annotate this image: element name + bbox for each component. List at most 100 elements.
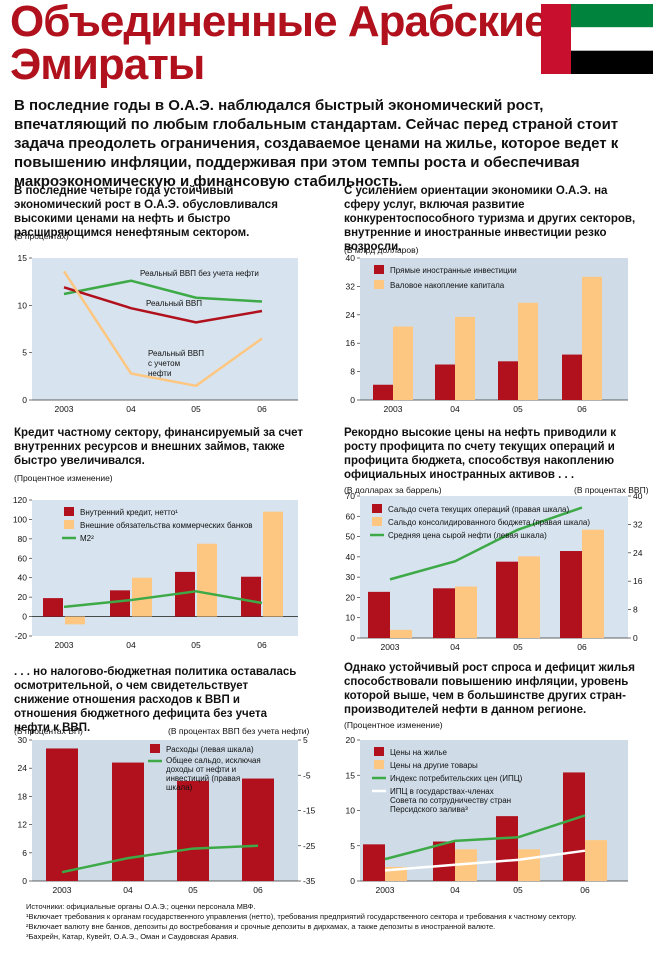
footnotes: Источники: официальные органы О.А.Э.; оц… (26, 902, 646, 942)
caption-4: Рекордно высокие цены на нефть приводили… (344, 427, 616, 481)
c3-legend-label-2: M2² (80, 534, 94, 543)
c3-ytick-label-left-7: 120 (13, 495, 27, 505)
c4-ytick-label-left-1: 10 (346, 613, 356, 623)
c3-ytick-label-left-0: -20 (15, 631, 28, 641)
c4-bar-s0-1 (433, 588, 455, 638)
c5-ytick-label-right-0: -35 (303, 876, 316, 886)
c4-bar-s1-1 (455, 586, 477, 638)
c2-ytick-label-left-2: 16 (346, 338, 356, 348)
c5-bar-s0-0 (46, 748, 78, 881)
title-line-2: Эмираты (10, 40, 205, 89)
c2-xtick-label-1: 04 (450, 404, 460, 414)
c1-line-s0 (63, 279, 263, 303)
c3-bar-s0-2 (175, 571, 195, 617)
c6-line-s3 (384, 849, 586, 872)
caption-3: Кредит частному сектору, финансируемый з… (14, 427, 303, 467)
c3-ytick-label-left-3: 40 (18, 573, 28, 583)
c4-ytick-label-right-3: 24 (633, 548, 643, 558)
c6-legend-swatch-1 (374, 760, 384, 769)
c2-xtick-label-3: 06 (577, 404, 587, 414)
c2-ytick-label-left-0: 0 (350, 395, 355, 405)
c5-ytick-label-left-4: 24 (18, 763, 28, 773)
c5-xtick-label-0: 2003 (53, 885, 72, 895)
c2-bar-s0-1 (435, 364, 455, 400)
c4-legend-label-1: Сальдо консолидированного бюджета (права… (388, 518, 590, 527)
c3-legend-swatch-1 (64, 520, 74, 529)
c4-bar-s0-2 (496, 561, 518, 638)
footnote-1: ¹Включает требования к органам государст… (26, 912, 577, 921)
c3-xtick-label-1: 04 (126, 640, 136, 650)
c3-bar-s1-3 (263, 511, 283, 617)
c2-legend-label-0: Прямые иностранные инвестиции (390, 266, 517, 275)
c3-line-s2 (63, 590, 263, 609)
c3-legend-label-1: Внешние обязательства коммерческих банко… (80, 521, 253, 530)
c1-xtick-label-1: 04 (126, 404, 136, 414)
page-title: Объединенные Арабские Эмираты (10, 0, 549, 89)
c4-ytick-label-left-2: 20 (346, 592, 356, 602)
c2-bar-s1-3 (582, 276, 602, 400)
c3-legend-label-0: Внутренний кредит, нетто¹ (80, 508, 178, 517)
c2-bar-s0-2 (498, 361, 518, 400)
c2-legend-swatch-0 (374, 265, 384, 274)
c4-legend-label-2: Средняя цена сырой нефти (левая шкала) (388, 531, 547, 540)
c5-ytick-label-right-2: -15 (303, 806, 316, 816)
c4-bar-s0-3 (560, 551, 582, 638)
c6-bar-s0-2 (496, 816, 518, 881)
c1-label-s0: Реальный ВВП без учета нефти (140, 269, 259, 278)
c4-line-s2 (389, 506, 583, 581)
c4-bar-s1-3 (582, 529, 604, 638)
caption-2: С усилением ориентации экономики О.А.Э. … (344, 185, 636, 253)
c2-bar-s1-2 (518, 302, 538, 400)
c1-xtick-label-2: 05 (191, 404, 201, 414)
c1-ytick-label-left-1: 5 (22, 348, 27, 358)
c2-bar-s0-0 (373, 384, 393, 400)
c2-xtick-label-2: 05 (513, 404, 523, 414)
c4-xtick-label-3: 06 (577, 642, 587, 652)
c1-line-s2 (62, 270, 263, 388)
c4-ytick-label-right-5: 40 (633, 491, 643, 501)
c5-legend-label-0: Расходы (левая шкала) (166, 745, 254, 754)
c3-bar-s1-0 (65, 616, 85, 625)
c6-xtick-label-1: 04 (450, 885, 460, 895)
c2-legend-swatch-1 (374, 280, 384, 289)
c3-bar-s1-2 (197, 543, 217, 617)
c3-ytick-label-left-4: 60 (18, 553, 28, 563)
c4-legend-label-0: Сальдо счета текущих операций (правая шк… (388, 505, 569, 514)
c4-xtick-label-1: 04 (450, 642, 460, 652)
c3-ytick-label-left-5: 80 (18, 534, 28, 544)
c5-bar-s0-1 (112, 762, 144, 881)
c6-bar-s0-3 (563, 772, 585, 881)
c4-bar-s1-2 (518, 556, 540, 638)
c6-ytick-label-left-2: 10 (346, 806, 356, 816)
c4-ytick-label-right-4: 32 (633, 519, 643, 529)
c5-xtick-label-2: 05 (188, 885, 198, 895)
c4-ytick-label-left-3: 30 (346, 572, 356, 582)
c1-label-s2: Реальный ВВП с учетом нефти (148, 349, 204, 378)
c4-bar-s0-0 (368, 591, 390, 638)
c2-ytick-label-left-1: 8 (350, 367, 355, 377)
unit-1: (В процентах) (14, 231, 69, 241)
c5-legend-swatch-0 (150, 744, 160, 753)
c4-ytick-label-right-0: 0 (633, 633, 638, 643)
c1-label-s1: Реальный ВВП (146, 299, 202, 308)
c5-bar-s0-2 (177, 780, 209, 881)
unit-6: (Процентное изменение) (344, 720, 443, 730)
c4-bar-s1-0 (390, 629, 412, 638)
c6-bar-s1-2 (518, 849, 540, 881)
c5-ytick-label-left-3: 18 (18, 791, 28, 801)
c6-xtick-label-2: 05 (513, 885, 523, 895)
c4-ytick-label-left-6: 60 (346, 511, 356, 521)
c3-xtick-label-3: 06 (257, 640, 267, 650)
c3-ytick-label-left-2: 20 (18, 592, 28, 602)
c2-ytick-label-left-3: 24 (346, 310, 356, 320)
title-line-1: Объединенные Арабские (10, 0, 549, 46)
c1-line-s1 (63, 286, 263, 324)
c3-bar-s1-1 (132, 577, 152, 617)
c6-ytick-label-left-4: 20 (346, 735, 356, 745)
c3-legend-swatch-0 (64, 507, 74, 516)
c3-bar-s0-0 (43, 598, 63, 617)
c5-ytick-label-left-2: 12 (18, 820, 28, 830)
c6-xtick-label-3: 06 (580, 885, 590, 895)
unit-5-left: (В процентах ВП) (14, 726, 83, 736)
